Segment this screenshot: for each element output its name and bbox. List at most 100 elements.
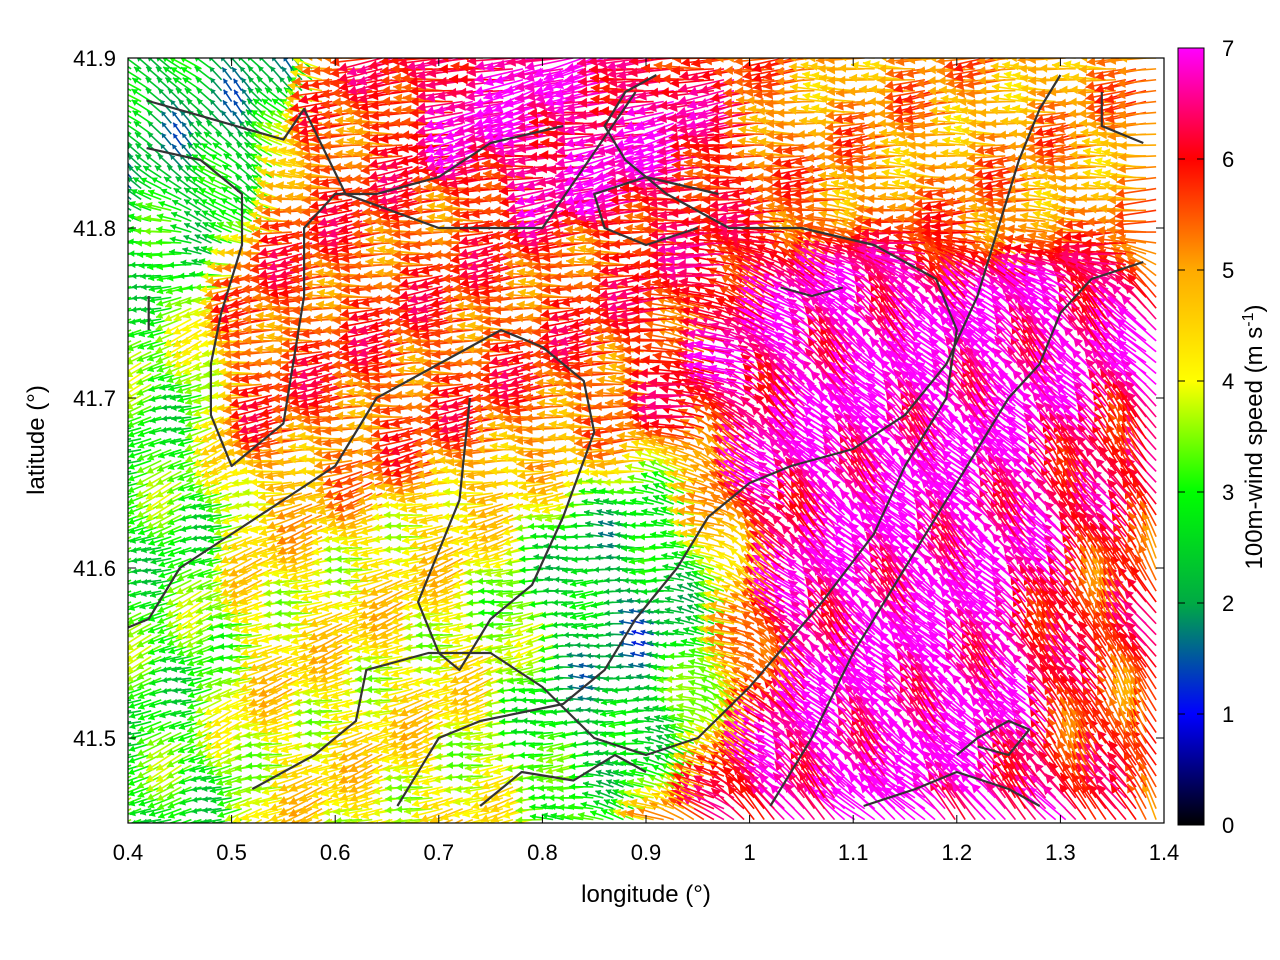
wind-vector	[129, 818, 142, 823]
wind-vector	[191, 807, 212, 815]
wind-vector	[1087, 783, 1117, 821]
wind-vector	[1126, 783, 1147, 820]
wind-vector	[342, 807, 373, 818]
wind-vector	[624, 587, 644, 594]
wind-vector	[710, 787, 745, 821]
wind-vector	[572, 544, 594, 552]
wind-vector	[131, 818, 152, 823]
wind-vector	[727, 784, 755, 821]
wind-vector	[498, 696, 524, 704]
wind-vector	[288, 818, 303, 823]
wind-vector	[128, 797, 132, 801]
wind-vectors	[128, 58, 1157, 823]
wind-vector	[210, 797, 232, 804]
wind-vector	[560, 534, 584, 542]
wind-vector	[191, 818, 212, 823]
wind-vector	[611, 687, 634, 694]
wind-vector	[128, 361, 132, 366]
wind-vector	[541, 812, 564, 821]
wind-vector	[617, 809, 654, 821]
wind-vector	[156, 797, 182, 810]
wind-vector	[946, 781, 976, 821]
wind-vector	[620, 799, 654, 810]
wind-vector	[291, 808, 323, 823]
wind-vector	[128, 808, 132, 812]
wind-vector	[515, 806, 544, 814]
wind-vector	[453, 818, 464, 823]
wind-vector	[128, 340, 132, 344]
wind-vector	[629, 798, 664, 810]
wind-vector	[167, 546, 192, 558]
wind-vector	[515, 524, 544, 532]
wind-vector	[589, 810, 614, 821]
wind-vector	[515, 816, 544, 823]
wind-vector	[580, 801, 604, 810]
wind-vector	[552, 543, 574, 551]
wind-vector	[147, 710, 172, 721]
wind-vector	[419, 807, 453, 823]
wind-vector	[217, 807, 242, 818]
wind-vector	[646, 389, 694, 400]
wind-vector	[340, 797, 373, 809]
wind-vector	[172, 818, 192, 823]
wind-vector	[571, 556, 594, 563]
wind-vector	[202, 796, 222, 803]
wind-vector	[167, 797, 192, 809]
wind-vector	[566, 813, 594, 821]
wind-vector	[151, 818, 172, 823]
wind-vector	[411, 807, 443, 819]
wind-vector	[614, 477, 644, 485]
wind-vector	[243, 818, 253, 823]
wind-vector	[137, 699, 162, 710]
wind-vector	[544, 575, 564, 582]
wind-vector	[288, 797, 323, 818]
wind-vector	[610, 798, 634, 810]
wind-vector	[593, 566, 614, 573]
wind-vector	[442, 818, 453, 823]
wind-vector	[624, 463, 654, 473]
wind-vector	[179, 797, 202, 806]
wind-vector	[603, 799, 624, 810]
wind-vector	[499, 718, 524, 726]
wind-vector	[167, 807, 192, 819]
wind-vector	[262, 818, 273, 823]
wind-vector	[625, 809, 664, 821]
wind-vector	[1141, 784, 1157, 820]
wind-vector	[505, 423, 544, 433]
wind-vector	[147, 797, 172, 809]
wind-vector	[157, 807, 182, 819]
wind-vector	[191, 796, 212, 803]
wind-vector	[138, 797, 162, 807]
wind-vector	[217, 797, 242, 807]
wind-vector	[529, 803, 554, 811]
wind-vector	[530, 588, 554, 595]
wind-vector	[568, 803, 594, 811]
wind-vector	[587, 663, 604, 669]
wind-vector	[129, 807, 152, 817]
wind-vector	[524, 437, 564, 447]
wind-vector	[600, 808, 624, 821]
wind-vector	[182, 818, 202, 823]
wind-vector	[141, 818, 162, 823]
wind-vector	[1110, 783, 1137, 821]
wind-vector	[201, 818, 222, 823]
wind-vector	[179, 807, 202, 817]
wind-vector	[653, 608, 674, 615]
wind-vector	[1108, 772, 1137, 810]
wind-vector	[847, 772, 886, 810]
wind-vector	[128, 351, 132, 355]
wind-vector	[593, 800, 614, 810]
wind-vector	[784, 709, 826, 745]
wind-vector	[210, 807, 232, 815]
wind-vector	[498, 729, 524, 737]
wind-vector	[202, 807, 222, 814]
wind-vector	[148, 807, 172, 817]
wind-vector	[224, 807, 253, 822]
wind-vector	[128, 797, 142, 805]
wind-vector	[577, 811, 604, 821]
wind-vector	[253, 818, 263, 823]
wind-vector	[128, 807, 142, 815]
wind-vector	[623, 685, 644, 693]
wind-vector	[1096, 784, 1127, 821]
